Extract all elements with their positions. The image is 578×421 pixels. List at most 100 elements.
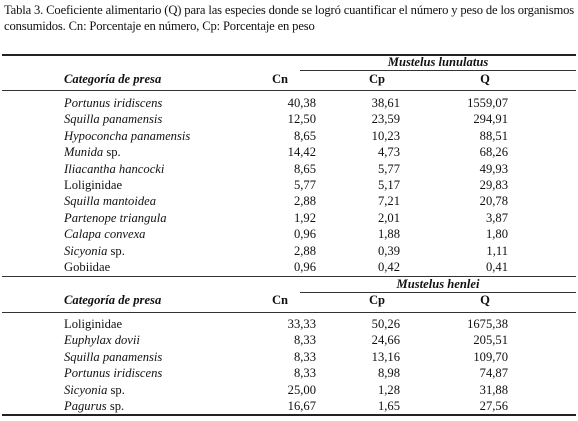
header-cn: Cn	[271, 293, 289, 307]
q-cell: 74,87	[479, 366, 508, 381]
header-q: Q	[480, 293, 490, 307]
species-name: Sicyonia	[64, 243, 108, 258]
q-cell: 109,70	[473, 349, 508, 364]
header-row-henlei: Categoría de presa Cn Cp Q	[0, 292, 578, 308]
species-cell: Pagurus sp.	[64, 398, 124, 414]
species-name: Calapa convexa	[64, 227, 146, 242]
cn-cell: 25,00	[287, 382, 316, 397]
species-cell: Portunus iridiscens	[64, 95, 162, 111]
species-cell: Euphylax dovii	[64, 332, 140, 348]
cp-cell: 7,21	[377, 194, 400, 209]
table-row: Hypoconcha panamensis 8,65 10,23 88,51	[0, 128, 578, 144]
cn-cell: 8,33	[293, 349, 316, 364]
header-category: Categoría de presa	[64, 293, 162, 307]
cp-cell: 8,98	[377, 366, 400, 381]
cp-cell: 23,59	[371, 112, 400, 127]
species-name: Loliginidae	[64, 178, 123, 192]
cp-cell: 5,77	[377, 161, 400, 176]
cp-cell: 1,88	[377, 227, 400, 242]
table-row: Squilla mantoidea 2,88 7,21 20,78	[0, 193, 578, 209]
section-rule-henlei	[300, 292, 576, 293]
header-category: Categoría de presa	[64, 72, 162, 86]
species-cell: Loliginidae	[64, 316, 122, 332]
species-name: Hypoconcha panamensis	[64, 128, 191, 143]
header-row-lunulatus: Categoría de presa Cn Cp Q	[0, 71, 578, 87]
table-row: Partenope triangula 1,92 2,01 3,87	[0, 210, 578, 226]
cn-cell: 5,77	[293, 178, 316, 192]
table-row: Sicyonia sp. 2,88 0,39 1,11	[0, 243, 578, 259]
species-cell: Iliacantha hancocki	[64, 161, 164, 177]
species-name: Iliacantha hancocki	[64, 161, 165, 176]
species-name: Portunus iridiscens	[64, 96, 163, 110]
table-row: Squilla panamensis 12,50 23,59 294,91	[0, 111, 578, 127]
q-cell: 1,80	[485, 227, 508, 242]
header-rule-lunulatus	[2, 90, 576, 91]
q-cell: 20,78	[479, 194, 508, 209]
table-row: Euphylax dovii 8,33 24,66 205,51	[0, 332, 578, 348]
species-name: Munida	[64, 145, 104, 160]
cn-cell: 8,33	[293, 333, 316, 348]
q-cell: 3,87	[485, 210, 508, 225]
species-suffix: sp.	[107, 382, 125, 397]
species-name: Sicyonia	[64, 382, 108, 397]
section-title-lunulatus: Mustelus lunulatus	[387, 55, 489, 69]
cp-cell: 10,23	[371, 128, 400, 143]
species-name: Squilla mantoidea	[64, 194, 156, 209]
cp-cell: 50,26	[371, 317, 400, 331]
section-title-henlei: Mustelus henlei	[396, 277, 480, 291]
table-row: Squilla panamensis 8,33 13,16 109,70	[0, 349, 578, 365]
q-cell: 29,83	[479, 178, 508, 192]
cn-cell: 33,33	[287, 317, 316, 331]
cp-cell: 13,16	[371, 349, 400, 364]
species-name: Partenope triangula	[64, 210, 167, 225]
header-cn: Cn	[271, 72, 289, 86]
table-row: Loliginidae 33,33 50,26 1675,38	[0, 316, 578, 332]
table-row: Iliacantha hancocki 8,65 5,77 49,93	[0, 161, 578, 177]
species-suffix: sp.	[106, 399, 125, 413]
header-cp: Cp	[368, 72, 386, 86]
section-divider	[2, 276, 576, 277]
table-row: Munida sp. 14,42 4,73 68,26	[0, 144, 578, 160]
cp-cell: 38,61	[371, 96, 400, 110]
header-cp: Cp	[368, 293, 386, 307]
species-name: Loliginidae	[64, 317, 123, 331]
table-row: Sicyonia sp. 25,00 1,28 31,88	[0, 382, 578, 398]
species-cell: Hypoconcha panamensis	[64, 128, 190, 144]
q-cell: 68,26	[479, 145, 508, 160]
species-cell: Sicyonia sp.	[64, 243, 125, 259]
q-cell: 205,51	[473, 333, 508, 348]
species-cell: Munida sp.	[64, 144, 121, 160]
table-row: Portunus iridiscens 40,38 38,61 1559,07	[0, 95, 578, 111]
q-cell: 294,91	[473, 112, 508, 127]
cn-cell: 2,88	[293, 243, 316, 258]
cp-cell: 0,39	[377, 243, 400, 258]
top-rule	[2, 54, 576, 56]
cn-cell: 2,88	[293, 194, 316, 209]
species-cell: Loliginidae	[64, 177, 122, 193]
header-q: Q	[480, 72, 490, 86]
cp-cell: 0,42	[377, 260, 400, 274]
q-cell: 88,51	[479, 128, 508, 143]
cn-cell: 16,67	[287, 399, 316, 413]
species-name: Pagurus	[64, 399, 107, 413]
cp-cell: 24,66	[371, 333, 400, 348]
table-caption: Tabla 3. Coeficiente alimentario (Q) par…	[4, 3, 575, 33]
species-cell: Squilla mantoidea	[64, 193, 156, 209]
q-cell: 1559,07	[467, 96, 508, 110]
q-cell: 49,93	[479, 161, 508, 176]
bottom-rule	[2, 414, 576, 416]
species-name: Squilla panamensis	[64, 112, 163, 127]
species-name: Euphylax dovii	[64, 333, 140, 348]
cn-cell: 40,38	[287, 96, 316, 110]
species-cell: Sicyonia sp.	[64, 382, 125, 398]
species-cell: Squilla panamensis	[64, 111, 162, 127]
cn-cell: 12,50	[287, 112, 316, 127]
species-cell: Gobiidae	[64, 259, 110, 275]
header-rule-henlei	[2, 312, 576, 313]
cp-cell: 5,17	[377, 178, 400, 192]
cn-cell: 8,65	[293, 128, 316, 143]
cn-cell: 8,65	[293, 161, 316, 176]
section-rule-lunulatus	[300, 70, 576, 71]
species-cell: Calapa convexa	[64, 226, 145, 242]
species-suffix: sp.	[103, 145, 121, 160]
